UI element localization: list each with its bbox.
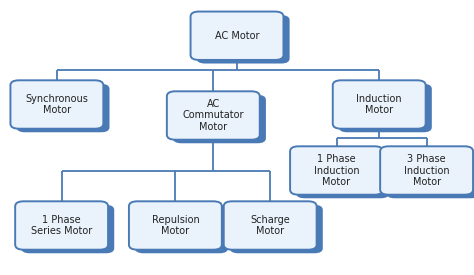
FancyBboxPatch shape — [173, 95, 266, 143]
FancyBboxPatch shape — [230, 205, 323, 253]
FancyBboxPatch shape — [135, 205, 228, 253]
FancyBboxPatch shape — [15, 201, 108, 250]
FancyBboxPatch shape — [333, 80, 426, 129]
Text: AC
Commutator
Motor: AC Commutator Motor — [182, 99, 244, 132]
Text: 3 Phase
Induction
Motor: 3 Phase Induction Motor — [404, 154, 449, 187]
FancyBboxPatch shape — [296, 150, 389, 198]
FancyBboxPatch shape — [380, 146, 473, 195]
FancyBboxPatch shape — [339, 84, 432, 132]
FancyBboxPatch shape — [197, 15, 290, 64]
Text: AC Motor: AC Motor — [215, 31, 259, 41]
FancyBboxPatch shape — [290, 146, 383, 195]
FancyBboxPatch shape — [10, 80, 103, 129]
Text: Repulsion
Motor: Repulsion Motor — [152, 215, 199, 236]
FancyBboxPatch shape — [17, 84, 109, 132]
Text: Scharge
Motor: Scharge Motor — [250, 215, 290, 236]
FancyBboxPatch shape — [386, 150, 474, 198]
Text: Induction
Motor: Induction Motor — [356, 94, 402, 115]
FancyBboxPatch shape — [21, 205, 114, 253]
FancyBboxPatch shape — [224, 201, 317, 250]
FancyBboxPatch shape — [191, 12, 283, 60]
Text: 1 Phase
Series Motor: 1 Phase Series Motor — [31, 215, 92, 236]
Text: 1 Phase
Induction
Motor: 1 Phase Induction Motor — [314, 154, 359, 187]
Text: Synchronous
Motor: Synchronous Motor — [26, 94, 88, 115]
FancyBboxPatch shape — [167, 91, 260, 140]
FancyBboxPatch shape — [129, 201, 222, 250]
